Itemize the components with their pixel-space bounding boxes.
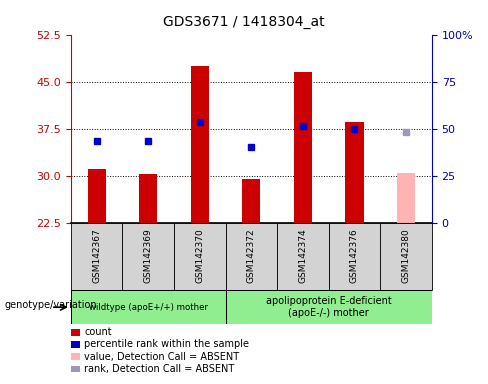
Text: GSM142376: GSM142376 bbox=[350, 228, 359, 283]
Bar bbox=[294, 72, 312, 223]
Text: GSM142374: GSM142374 bbox=[298, 228, 307, 283]
Bar bbox=[277, 223, 329, 290]
Bar bbox=[329, 223, 380, 290]
Bar bbox=[380, 223, 432, 290]
Bar bbox=[71, 223, 122, 290]
Text: apolipoprotein E-deficient
(apoE-/-) mother: apolipoprotein E-deficient (apoE-/-) mot… bbox=[266, 296, 391, 318]
Bar bbox=[225, 290, 432, 324]
Text: rank, Detection Call = ABSENT: rank, Detection Call = ABSENT bbox=[84, 364, 235, 374]
Text: count: count bbox=[84, 327, 112, 337]
Bar bbox=[174, 223, 225, 290]
Text: genotype/variation: genotype/variation bbox=[5, 300, 98, 310]
Text: GSM142370: GSM142370 bbox=[195, 228, 204, 283]
Bar bbox=[346, 122, 364, 223]
Text: GDS3671 / 1418304_at: GDS3671 / 1418304_at bbox=[163, 15, 325, 29]
Bar bbox=[87, 169, 105, 223]
Bar bbox=[191, 66, 209, 223]
Bar bbox=[225, 223, 277, 290]
Text: GSM142367: GSM142367 bbox=[92, 228, 101, 283]
Bar bbox=[397, 172, 415, 223]
Text: GSM142380: GSM142380 bbox=[402, 228, 410, 283]
Text: GSM142372: GSM142372 bbox=[247, 228, 256, 283]
Bar bbox=[122, 223, 174, 290]
Text: percentile rank within the sample: percentile rank within the sample bbox=[84, 339, 249, 349]
Text: GSM142369: GSM142369 bbox=[143, 228, 153, 283]
Text: wildtype (apoE+/+) mother: wildtype (apoE+/+) mother bbox=[89, 303, 207, 312]
Bar bbox=[243, 179, 261, 223]
Bar bbox=[71, 290, 225, 324]
Bar bbox=[139, 174, 157, 223]
Text: value, Detection Call = ABSENT: value, Detection Call = ABSENT bbox=[84, 352, 240, 362]
